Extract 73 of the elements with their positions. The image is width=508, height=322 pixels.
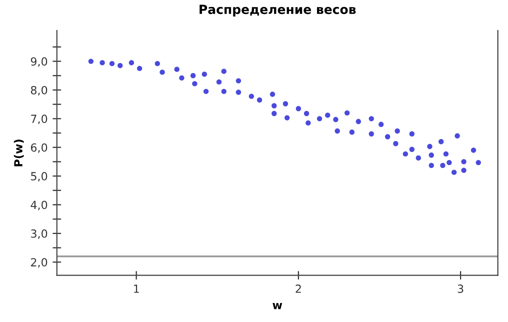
point — [428, 162, 434, 168]
point — [333, 116, 338, 122]
point — [296, 106, 302, 112]
point — [221, 68, 226, 74]
point — [270, 92, 276, 97]
point — [378, 122, 384, 128]
y-tick-label: 7,0 — [31, 114, 48, 124]
point — [304, 110, 310, 116]
x-axis-title: w — [272, 303, 282, 310]
point — [385, 134, 390, 140]
point — [236, 90, 242, 95]
point — [236, 78, 242, 84]
y-tick-label: 2,0 — [31, 258, 48, 268]
x-tick-label: 2 — [296, 284, 301, 293]
point — [248, 94, 254, 99]
point — [160, 70, 165, 75]
point — [451, 170, 457, 175]
point — [202, 72, 208, 77]
point — [216, 79, 222, 85]
point — [454, 133, 460, 138]
point — [100, 60, 105, 66]
point — [344, 110, 350, 116]
y-tick-label: 4,0 — [30, 200, 48, 210]
point — [192, 81, 198, 86]
point — [118, 62, 123, 68]
point — [461, 168, 466, 173]
y-tick-label: 9,0 — [30, 57, 48, 67]
point — [282, 101, 288, 106]
point — [394, 128, 400, 134]
point — [440, 162, 446, 168]
point — [179, 75, 184, 81]
point — [416, 155, 422, 161]
point — [443, 151, 449, 157]
chart-title: Распределение весов — [200, 4, 356, 17]
point — [136, 66, 142, 72]
x-tick-label: 1 — [134, 284, 139, 293]
point — [402, 151, 408, 157]
point — [368, 116, 374, 122]
point — [446, 160, 452, 166]
point — [470, 148, 476, 153]
point — [306, 120, 311, 126]
point — [461, 159, 466, 164]
x-tick-label: 3 — [458, 284, 464, 293]
point — [284, 115, 290, 120]
y-tick-label: 8,0 — [30, 86, 48, 96]
y-tick-label: 5,0 — [31, 172, 48, 182]
point — [190, 73, 196, 78]
point — [88, 58, 94, 64]
point — [128, 60, 134, 66]
point — [203, 88, 209, 94]
point — [256, 97, 262, 103]
y-axis-title: P(w) — [14, 140, 24, 166]
point — [393, 141, 398, 146]
point — [221, 88, 226, 94]
y-tick-label: 3,0 — [31, 229, 48, 239]
point — [368, 131, 374, 136]
point — [316, 116, 322, 122]
point — [476, 160, 481, 166]
point — [356, 118, 362, 124]
point — [409, 131, 415, 136]
point — [109, 60, 115, 66]
point — [409, 146, 415, 152]
point — [438, 139, 444, 144]
point — [174, 66, 180, 72]
point — [349, 130, 355, 135]
point — [427, 144, 432, 150]
y-tick-label: 6,0 — [30, 143, 48, 153]
point — [428, 152, 434, 158]
point — [272, 110, 277, 116]
point — [334, 128, 340, 134]
point — [272, 103, 277, 108]
point — [154, 60, 160, 66]
point — [325, 112, 330, 118]
